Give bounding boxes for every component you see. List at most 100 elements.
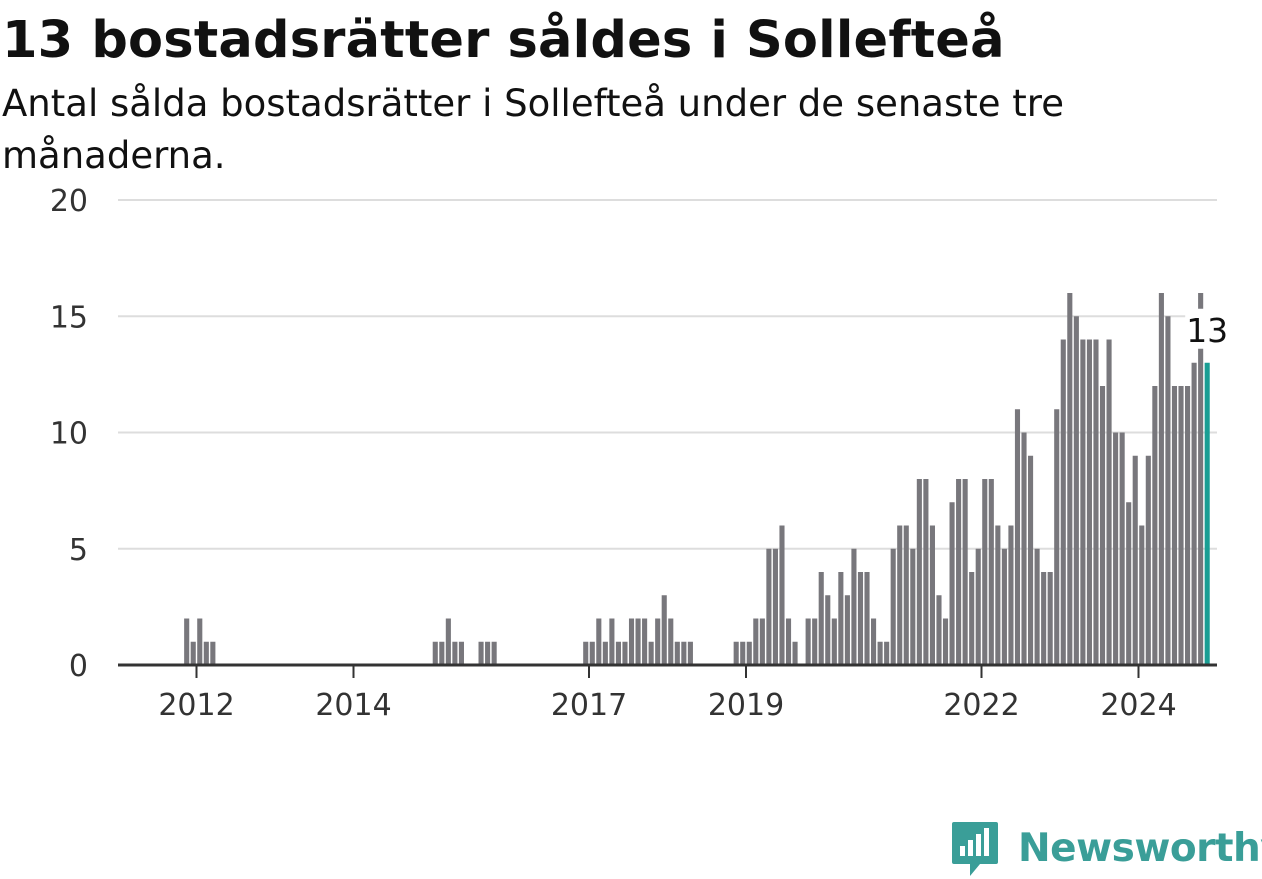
bar — [988, 479, 994, 665]
bar — [1014, 409, 1021, 665]
bar — [818, 572, 824, 665]
bar — [1158, 293, 1164, 665]
x-tick-label: 2019 — [708, 688, 784, 723]
data-label-latest: 13 — [1186, 311, 1228, 350]
bar — [942, 618, 949, 665]
bar — [1080, 339, 1086, 665]
bar — [622, 641, 628, 665]
bar — [877, 641, 883, 665]
bar — [1047, 572, 1053, 665]
bar — [884, 641, 890, 665]
bar — [746, 641, 752, 665]
bar — [491, 641, 497, 665]
bar — [602, 641, 608, 665]
chart-subtitle: Antal sålda bostadsrätter i Sollefteå un… — [2, 82, 1064, 177]
bar — [184, 618, 190, 665]
bar — [844, 595, 850, 665]
bar — [982, 479, 988, 665]
bar — [831, 618, 837, 665]
bar — [805, 618, 811, 665]
x-tick-label: 2012 — [158, 688, 234, 723]
bar — [1191, 362, 1197, 665]
bar — [1198, 293, 1204, 665]
newsworthy-logo: Newsworthy — [950, 818, 1262, 878]
bar — [1099, 386, 1106, 665]
bar — [655, 618, 661, 665]
bar — [1060, 339, 1066, 665]
bar — [759, 618, 765, 665]
brand-name: Newsworthy — [1018, 825, 1262, 871]
bar — [628, 618, 635, 665]
bar — [1034, 548, 1040, 665]
bar — [583, 641, 589, 665]
bar — [445, 618, 451, 665]
x-tick-label: 2022 — [943, 688, 1019, 723]
bar — [1113, 432, 1119, 665]
bar — [1054, 409, 1060, 665]
bar — [1119, 432, 1125, 665]
bar — [1093, 339, 1099, 665]
bar — [929, 525, 935, 665]
data-label-background — [1185, 308, 1230, 349]
bar — [740, 641, 746, 665]
bar — [1171, 386, 1178, 665]
bar — [779, 525, 785, 665]
y-tick-label: 20 — [50, 184, 88, 219]
bar — [1067, 293, 1073, 665]
bar — [589, 641, 595, 665]
bar — [956, 479, 962, 665]
bar — [197, 618, 203, 665]
bar — [190, 641, 196, 665]
bar — [851, 548, 857, 665]
bar — [753, 618, 759, 665]
bar — [903, 525, 909, 665]
bar-latest — [1204, 362, 1210, 665]
bar — [478, 641, 484, 665]
bar — [792, 641, 798, 665]
bar — [609, 618, 615, 665]
bar — [1073, 316, 1079, 665]
bar — [825, 595, 831, 665]
bar — [812, 618, 818, 665]
bar — [733, 641, 739, 665]
bar — [766, 548, 772, 665]
bar — [661, 595, 667, 665]
bar — [1126, 502, 1132, 665]
bar-chart: 0 5 10 15 20 2012 2014 2017 2019 2022 2024 13 — [50, 184, 1230, 723]
x-tick-label: 2024 — [1100, 688, 1176, 723]
bar — [439, 641, 445, 665]
bar — [674, 641, 680, 665]
bar — [936, 595, 942, 665]
y-tick-label: 15 — [50, 300, 88, 335]
bar — [897, 525, 903, 665]
y-tick-label: 0 — [69, 649, 88, 684]
bar — [642, 618, 648, 665]
bar — [432, 641, 438, 665]
bar — [1132, 455, 1138, 665]
bar — [648, 641, 654, 665]
bar — [452, 641, 458, 665]
bar — [772, 548, 778, 665]
bar — [1041, 572, 1047, 665]
bar — [785, 618, 792, 665]
bar — [668, 618, 674, 665]
y-tick-label: 10 — [50, 417, 88, 452]
x-tick-label: 2017 — [551, 688, 627, 723]
bar — [1139, 525, 1145, 665]
bar — [864, 572, 870, 665]
bar — [923, 479, 929, 665]
bar — [838, 572, 844, 665]
bar — [910, 548, 916, 665]
y-tick-label: 5 — [69, 533, 88, 568]
bar — [635, 618, 641, 665]
bar — [1106, 339, 1112, 665]
bar — [210, 641, 216, 665]
bar — [485, 641, 491, 665]
bar — [596, 618, 602, 665]
bar — [916, 479, 922, 665]
bar — [1086, 339, 1092, 665]
bar — [871, 618, 877, 665]
bar — [1021, 432, 1027, 665]
bar — [995, 525, 1001, 665]
bar — [1152, 386, 1158, 665]
